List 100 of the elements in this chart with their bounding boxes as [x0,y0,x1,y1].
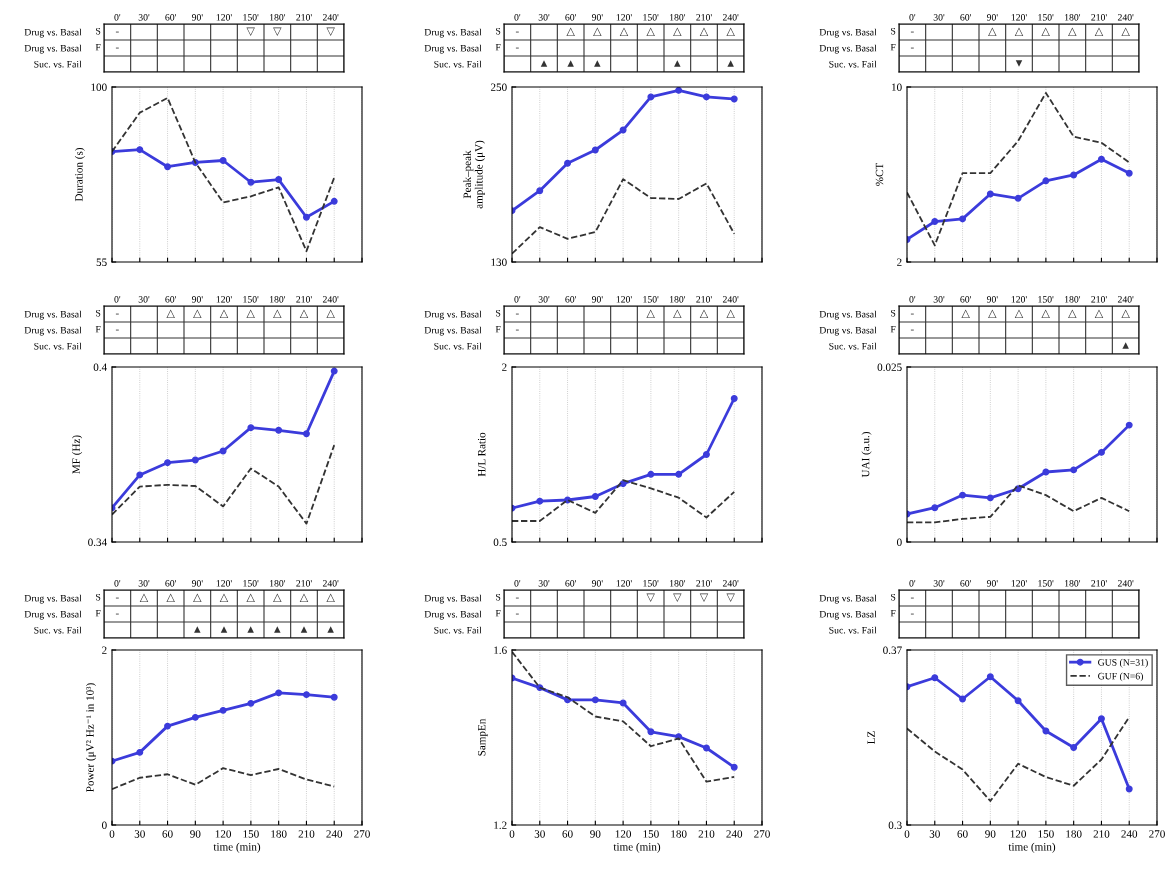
x-tick-label: 240 [726,830,743,838]
y-tick-label: Drug vs. Basal [424,28,482,38]
x-tick-label: 0 [509,830,515,838]
y-tick-label: Drug vs. Basal [424,594,482,604]
y-axis-title: Peak–peak amplitude (μV) [463,140,485,209]
y-tick-label: Drug vs. Basal [424,326,482,336]
y2-tick-label: F [890,609,896,617]
text: ▼ [1015,60,1023,67]
y-tick-label: 250 [490,83,507,91]
x-tick-label: 0' [909,580,916,587]
y-tick-label: Suc. vs. Fail [34,626,82,634]
x-tick-label: 60' [960,580,971,587]
x-tick-label: 210' [296,580,312,587]
text: △ [193,309,202,319]
y-tick-label: 100 [91,83,107,91]
text: △ [1014,309,1024,319]
text: △ [246,309,255,319]
y2-tick-label: S [496,309,501,317]
y-tick-label: Drug vs. Basal [424,610,482,620]
text: - [515,31,519,33]
y-tick-label: 1.2 [494,821,507,830]
x-tick-label: 210 [298,830,315,838]
text: ▲ [727,60,734,67]
y-tick-label: Drug vs. Basal [24,28,82,38]
x-tick-label: 60 [562,830,573,838]
text: ▲ [594,60,601,67]
x-tick-label: 210' [696,14,712,21]
x-tick-label: 240' [1117,580,1134,587]
text: △ [273,309,282,319]
x-tick-label: 0 [904,830,910,838]
x-tick-label: 210 [1093,830,1110,838]
y2-tick-label: S [496,593,501,601]
text: ▲ [540,60,548,67]
x-tick-label: 90' [986,580,998,587]
x-tick-label: 210' [296,14,312,21]
text: △ [988,27,997,37]
y-tick-label: 10 [892,83,902,91]
text: △ [566,27,575,37]
x-tick-label: 150' [1038,14,1054,21]
x-tick-label: 240' [722,14,739,21]
x-tick-label: 90' [591,580,603,587]
text: △ [1014,27,1024,37]
x-tick-label: 150' [643,296,659,303]
y2-tick-label: S [891,593,896,601]
text: △ [646,27,655,37]
y-axis-title: %CT [875,162,884,186]
x-tick-label: 0' [514,14,521,21]
y-axis-title: H/L Ratio [477,432,486,477]
text: △ [1094,27,1104,37]
y-tick-label: Drug vs. Basal [24,610,82,620]
y-axis-title: SampEn [477,718,488,756]
x-tick-label: 240' [322,14,339,21]
y-tick-label: 0.025 [877,363,902,372]
text: ▲ [300,626,308,633]
y-tick-label: Drug vs. Basal [819,28,877,38]
x-tick-label: 30' [538,14,550,21]
text: △ [326,309,335,319]
text: - [115,329,119,331]
text: - [115,597,119,599]
text: △ [1041,27,1050,37]
x-tick-label: 0' [909,14,916,21]
x-tick-label: 270 [354,830,370,838]
y-tick-label: Drug vs. Basal [24,310,82,320]
x-tick-label: 120 [615,830,632,838]
text: - [910,31,914,33]
x-tick-label: 150' [1038,580,1054,587]
x-tick-label: 90' [986,296,998,303]
x-tick-label: 60' [960,296,971,303]
x-tick-label: 30' [933,296,945,303]
y2-tick-label: F [95,609,101,617]
x-tick-label: 120' [1011,296,1027,303]
y-tick-label: 0 [102,821,107,829]
x-tick-label: 180' [1065,296,1081,303]
text: △ [1068,309,1077,319]
text: △ [1094,309,1104,319]
y-tick-label: Suc. vs. Fail [34,342,82,350]
x-tick-label: 150 [1038,830,1054,838]
x-tick-label: 180 [271,830,287,838]
y-tick-label: Drug vs. Basal [24,44,82,54]
y-tick-label: Drug vs. Basal [424,310,482,320]
x-tick-label: 150' [243,580,259,587]
text: - [515,597,519,599]
x-tick-label: 60' [565,14,576,21]
y-axis-title: MF (Hz) [72,435,83,474]
x-tick-label: 180' [1065,14,1081,21]
x-tick-label: 150 [643,830,659,838]
y-tick-label: Drug vs. Basal [819,44,877,54]
x-tick-label: 240' [722,580,739,587]
y-tick-label: Suc. vs. Fail [829,626,877,634]
x-tick-label: 90' [191,580,203,587]
text: △ [1121,27,1130,37]
x-tick-label: 180' [1065,580,1081,587]
y-axis-title: Power (μV² Hz⁻¹ in 10³) [85,683,97,792]
x-tick-label: 60' [565,296,576,303]
x-tick-label: 150' [643,14,659,21]
x-tick-label: 0' [514,296,521,303]
x-tick-label: 180' [270,296,286,303]
text: △ [593,27,602,37]
text: △ [726,27,735,37]
text: - [910,597,914,599]
